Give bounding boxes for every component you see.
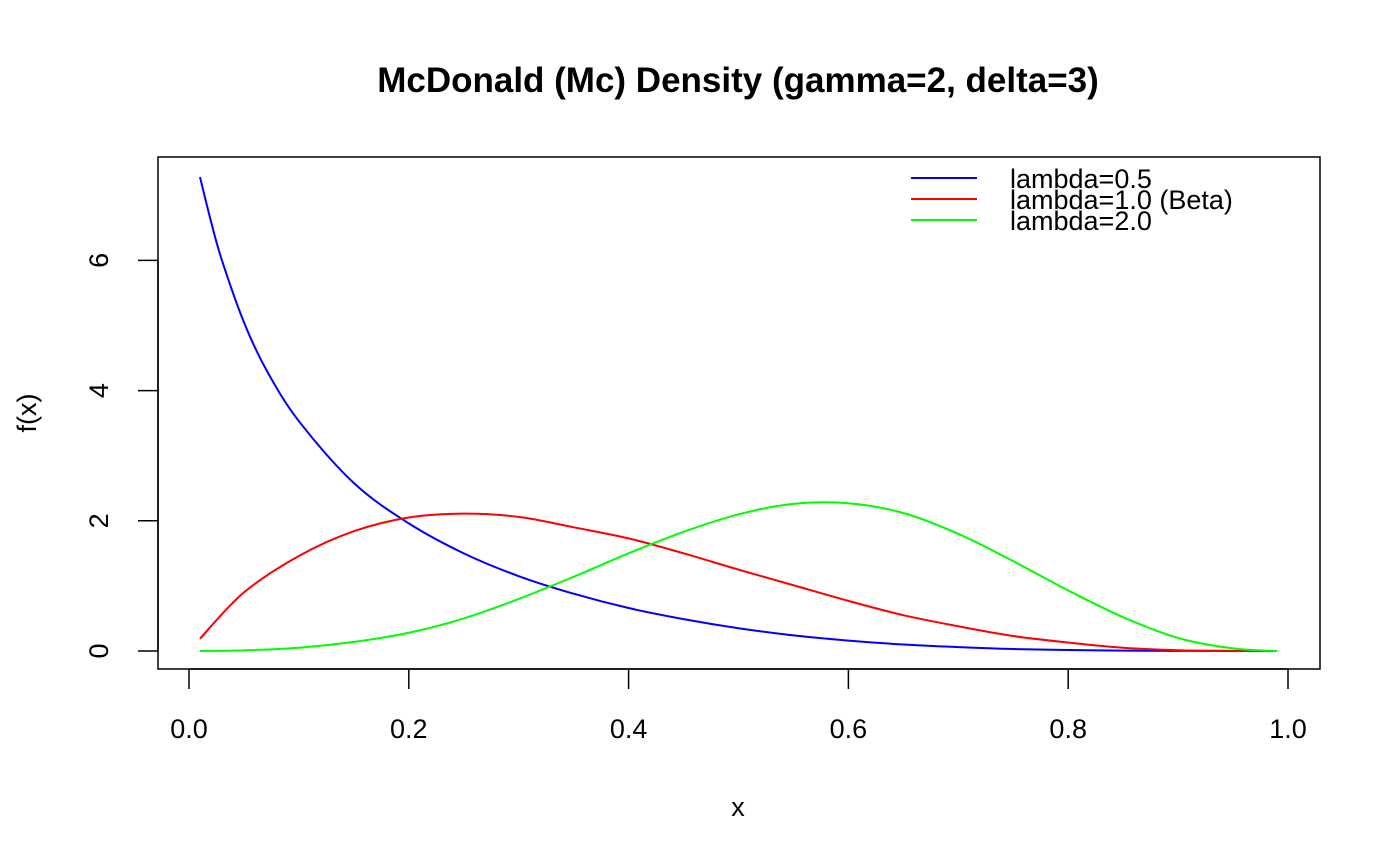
x-tick-label: 0.0 (170, 714, 208, 744)
y-tick-label: 6 (84, 253, 114, 268)
x-tick-label: 0.6 (830, 714, 868, 744)
series-line-2 (199, 512, 1278, 652)
y-tick-label: 2 (84, 513, 114, 528)
x-tick-label: 0.2 (390, 714, 428, 744)
legend-label: lambda=0.5 (1010, 164, 1152, 194)
x-axis-label: x (731, 792, 745, 822)
y-axis-label: f(x) (12, 394, 42, 433)
y-tick-label: 0 (84, 643, 114, 658)
series-layer (199, 176, 1278, 652)
series-line-3 (199, 501, 1278, 652)
y-tick-label: 4 (84, 383, 114, 398)
x-tick-label: 1.0 (1269, 714, 1307, 744)
y-axis: 0 2 4 6 (84, 253, 159, 659)
x-axis: 0.0 0.2 0.4 0.6 0.8 1.0 (170, 668, 1307, 744)
chart-title: McDonald (Mc) Density (gamma=2, delta=3) (377, 61, 1099, 100)
series-line-1 (199, 176, 1278, 652)
legend-item: lambda=1.0 (Beta) (911, 185, 1233, 215)
x-tick-label: 0.8 (1049, 714, 1087, 744)
x-tick-label: 0.4 (610, 714, 648, 744)
legend-label: lambda=2.0 (1010, 206, 1152, 236)
legend-item: lambda=0.5 (911, 164, 1152, 194)
legend-item: lambda=2.0 (911, 206, 1152, 236)
legend-label: lambda=1.0 (Beta) (1010, 185, 1233, 215)
